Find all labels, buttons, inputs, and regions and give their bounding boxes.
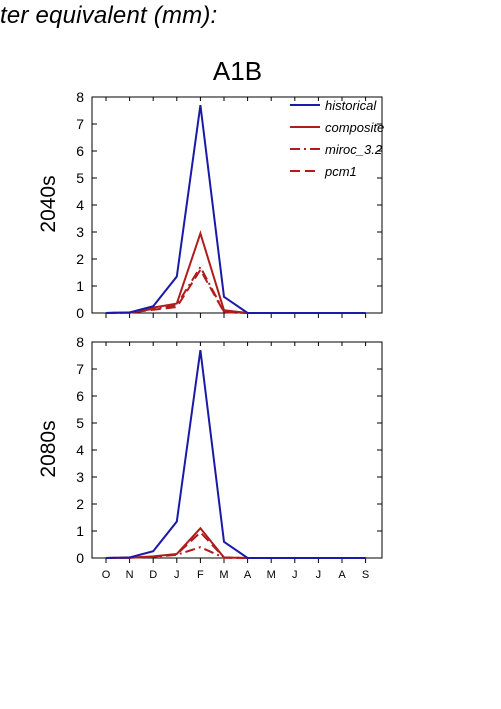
y-tick-label-2040s-0: 0 <box>76 305 84 321</box>
legend-label-pcm1: pcm1 <box>324 164 357 179</box>
y-tick-label-2080s-8: 8 <box>76 334 84 350</box>
y-tick-label-2080s-5: 5 <box>76 415 84 431</box>
legend-label-historical: historical <box>325 98 377 113</box>
y-tick-label-2080s-6: 6 <box>76 388 84 404</box>
plot-frame-2080s <box>91 341 383 559</box>
series-line-2080s-miroc-3-2 <box>105 546 366 559</box>
x-tick-label-10: A <box>338 569 346 581</box>
x-tick-label-1: N <box>126 569 134 581</box>
y-tick-label-2080s-1: 1 <box>76 523 84 539</box>
figure-heading: ter equivalent (mm): <box>0 2 218 29</box>
y-tick-label-2040s-7: 7 <box>76 116 84 132</box>
legend-label-composite: composite <box>325 120 384 135</box>
y-tick-label-2080s-7: 7 <box>76 361 84 377</box>
scenario-title: A1B <box>212 56 263 86</box>
x-tick-label-6: A <box>244 569 252 581</box>
series-line-2080s-historical <box>105 349 366 559</box>
y-tick-label-2040s-8: 8 <box>76 89 84 105</box>
series-line-2040s-miroc-3-2 <box>105 265 366 314</box>
x-tick-label-11: S <box>362 569 369 581</box>
x-tick-label-0: O <box>102 569 111 581</box>
x-tick-label-9: J <box>316 569 322 581</box>
y-tick-label-2080s-2: 2 <box>76 496 84 512</box>
x-tick-label-7: M <box>267 569 276 581</box>
x-tick-label-2: D <box>149 569 157 581</box>
series-line-2040s-composite <box>105 230 366 314</box>
y-tick-label-2080s-4: 4 <box>76 442 84 458</box>
x-tick-label-4: F <box>197 569 204 581</box>
y-tick-label-2040s-1: 1 <box>76 278 84 294</box>
y-tick-label-2080s-3: 3 <box>76 469 84 485</box>
y-tick-label-2040s-2: 2 <box>76 251 84 267</box>
series-line-2040s-pcm1 <box>105 267 366 314</box>
x-tick-label-5: M <box>219 569 228 581</box>
y-tick-label-2040s-5: 5 <box>76 170 84 186</box>
y-tick-label-2080s-0: 0 <box>76 550 84 566</box>
y-tick-label-2040s-3: 3 <box>76 224 84 240</box>
y-tick-label-2040s-6: 6 <box>76 143 84 159</box>
x-tick-label-8: J <box>292 569 298 581</box>
series-line-2040s-historical <box>105 104 366 314</box>
x-tick-label-3: J <box>174 569 180 581</box>
legend-label-miroc-3-2: miroc_3.2 <box>325 142 383 157</box>
y-tick-label-2040s-4: 4 <box>76 197 84 213</box>
